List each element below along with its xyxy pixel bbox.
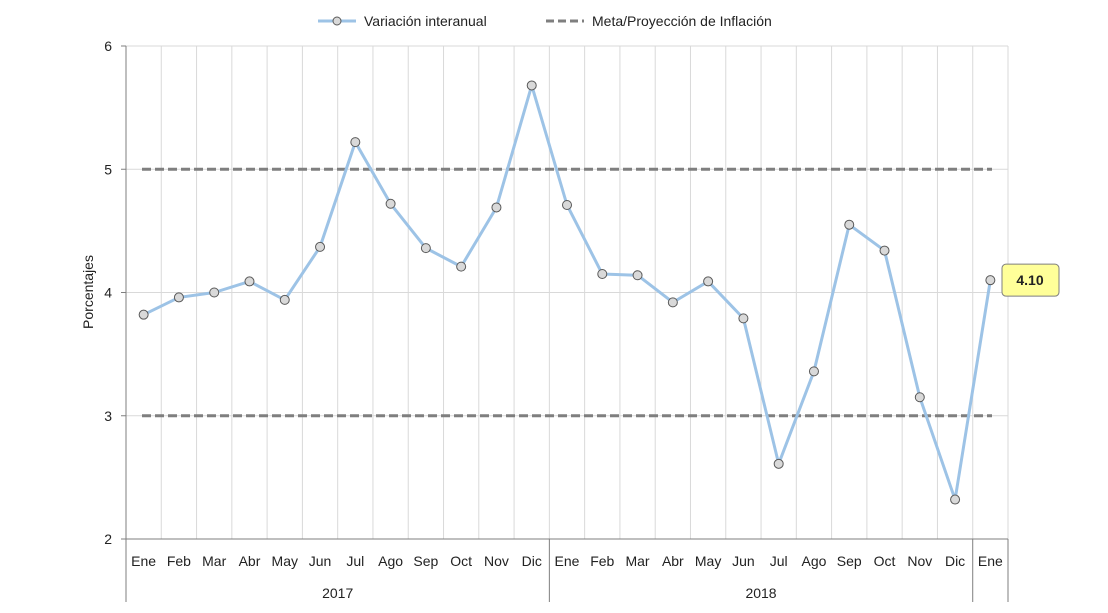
group-label: 2017 (322, 585, 353, 601)
x-tick-label: Sep (837, 553, 862, 569)
data-point (667, 297, 678, 308)
x-tick-label: Jun (732, 553, 755, 569)
legend-series-marker (332, 16, 342, 26)
chart-legend: Variación interanual Meta/Proyección de … (318, 13, 772, 29)
x-tick-label: Jul (770, 553, 788, 569)
x-tick-label: Mar (625, 553, 649, 569)
data-point (385, 198, 396, 209)
data-point (173, 292, 184, 303)
y-axis-ticks: 2 3 4 5 6 (104, 38, 126, 547)
legend-item-series: Variación interanual (318, 13, 487, 29)
x-tick-label: Feb (590, 553, 614, 569)
data-point (844, 219, 855, 230)
x-tick-label: Nov (907, 553, 932, 569)
x-tick-label: Dic (945, 553, 965, 569)
y-axis-label: Porcentajes (80, 255, 96, 329)
data-point (703, 276, 714, 287)
data-point (597, 269, 608, 280)
x-tick-label: May (695, 553, 721, 569)
x-axis-ticks: Ene Feb Mar Abr May Jun Jul Ago Sep Oct Nov Dic Ene F… (131, 553, 1003, 569)
data-point (985, 275, 996, 286)
x-tick-label: Ene (978, 553, 1003, 569)
y-tick-label: 4 (104, 285, 112, 301)
y-tick-label: 2 (104, 531, 112, 547)
data-point (738, 313, 749, 324)
x-tick-label: Oct (874, 553, 896, 569)
data-point (562, 199, 572, 210)
gridlines (126, 45, 1009, 539)
x-tick-label: Ene (555, 553, 580, 569)
data-point (491, 202, 502, 213)
x-tick-label: Dic (522, 553, 542, 569)
x-tick-label: Abr (662, 553, 684, 569)
x-axis-year-groups: 2017 2018 (125, 539, 1009, 602)
data-point (914, 392, 925, 403)
callout-value: 4.10 (1016, 272, 1043, 288)
data-point (279, 294, 290, 305)
legend-item-target: Meta/Proyección de Inflación (546, 13, 772, 29)
x-tick-label: May (272, 553, 298, 569)
x-tick-label: Oct (450, 553, 472, 569)
legend-target-label: Meta/Proyección de Inflación (592, 13, 772, 29)
group-label: 2018 (745, 585, 776, 601)
data-point (138, 309, 149, 320)
x-tick-label: Jul (346, 553, 364, 569)
data-point (456, 261, 467, 272)
legend-series-label: Variación interanual (364, 13, 487, 29)
x-tick-label: Nov (484, 553, 509, 569)
data-point (632, 270, 643, 281)
data-point (808, 366, 819, 377)
y-tick-label: 3 (104, 408, 112, 424)
x-tick-label: Jun (309, 553, 332, 569)
x-tick-label: Abr (239, 553, 261, 569)
x-tick-label: Ago (801, 553, 826, 569)
x-tick-label: Sep (413, 553, 438, 569)
series-variacion-interanual (138, 80, 996, 505)
data-point (350, 137, 361, 148)
last-value-callout: 4.10 (1001, 263, 1060, 297)
data-point (420, 243, 431, 254)
y-tick-label: 6 (104, 38, 112, 54)
x-tick-label: Ago (378, 553, 403, 569)
data-point (315, 241, 326, 252)
data-point (244, 276, 255, 287)
data-point (773, 458, 784, 469)
target-lines (142, 167, 992, 418)
data-point (526, 80, 537, 91)
callout-box (1001, 263, 1060, 297)
x-tick-label: Mar (202, 553, 226, 569)
y-tick-label: 5 (104, 161, 112, 177)
data-point (950, 494, 961, 505)
x-tick-label: Ene (131, 553, 156, 569)
data-point (209, 287, 220, 298)
x-tick-label: Feb (167, 553, 191, 569)
data-point (879, 245, 890, 256)
